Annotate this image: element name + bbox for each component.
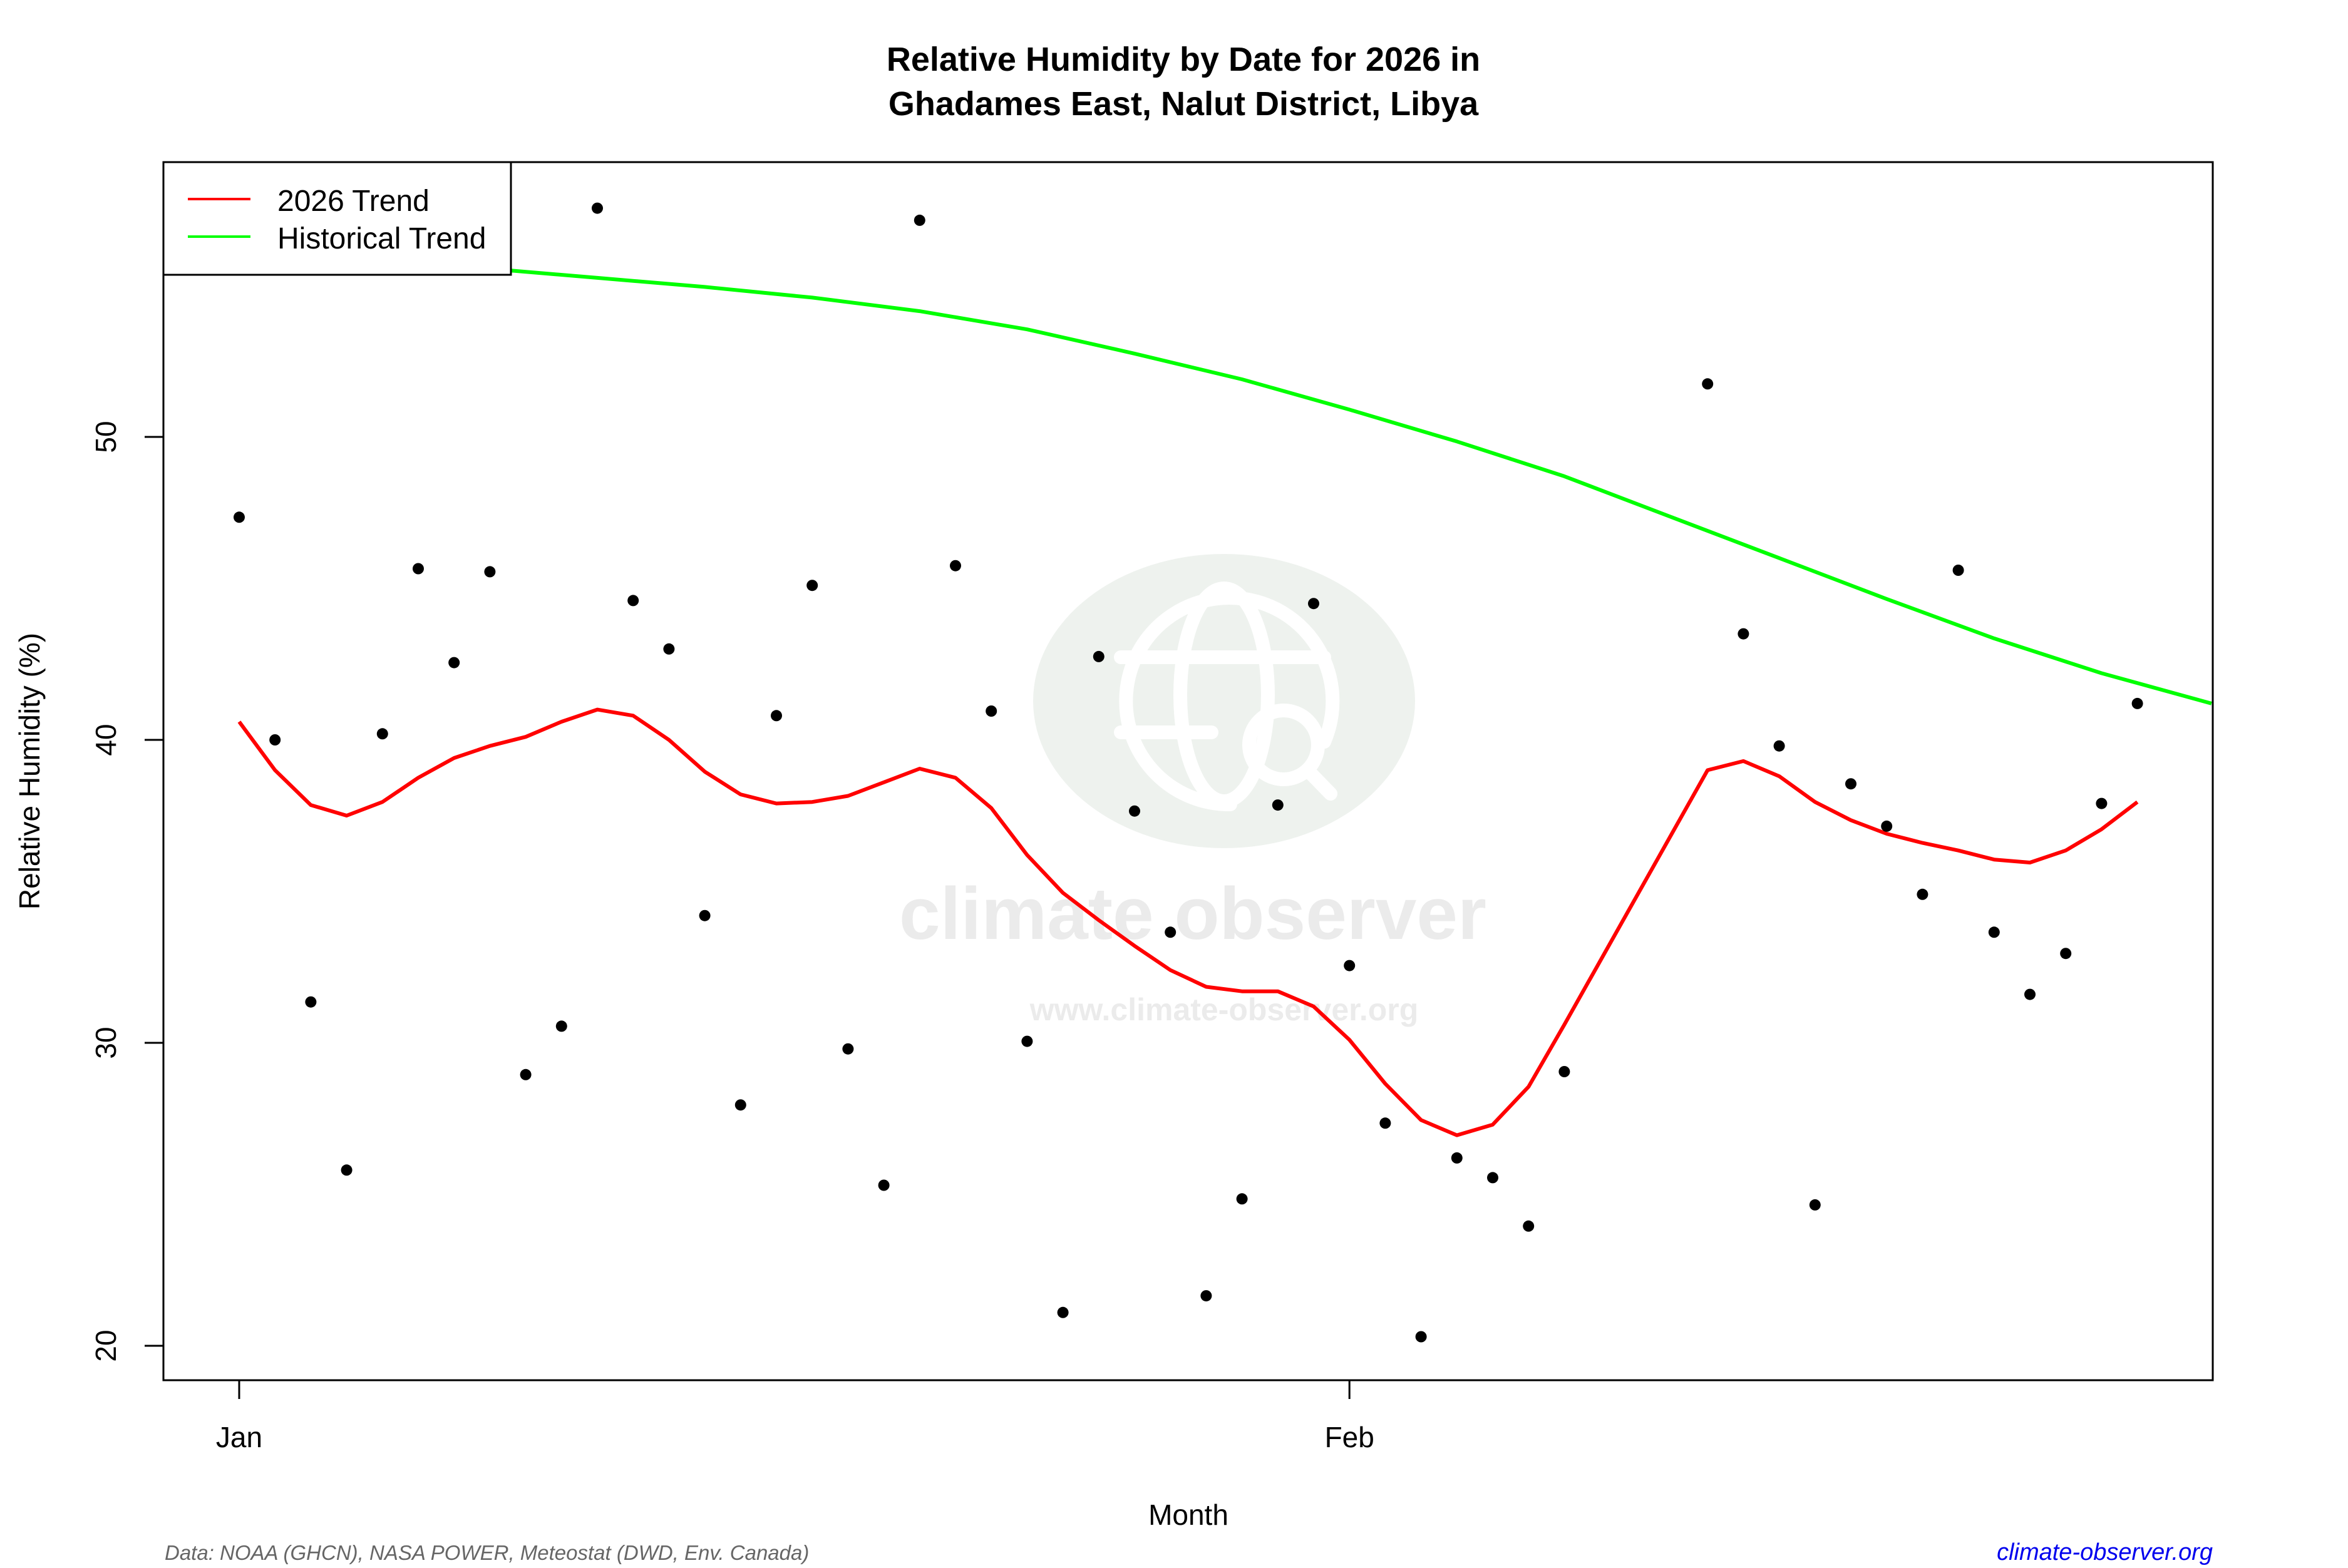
x-tick-label: Jan (216, 1421, 262, 1453)
legend-label-historical: Historical Trend (277, 222, 486, 255)
legend: 2026 Trend Historical Trend (162, 161, 512, 276)
globe-search-icon (1114, 582, 1340, 812)
data-point (376, 728, 388, 740)
data-point (1093, 650, 1104, 662)
data-point (341, 1164, 353, 1176)
data-point (520, 1068, 532, 1080)
data-point (1379, 1117, 1391, 1129)
data-point (1021, 1035, 1033, 1047)
data-point (592, 202, 603, 214)
watermark-url: www.climate-observer.org (1029, 992, 1419, 1027)
footer-site-link[interactable]: climate-observer.org (1997, 1539, 2213, 1565)
data-point (1523, 1220, 1535, 1232)
data-point (1988, 926, 2000, 938)
data-point (2024, 988, 2036, 1000)
data-point (1129, 805, 1140, 817)
data-point (1451, 1152, 1463, 1164)
data-point (2096, 797, 2108, 809)
data-point (1917, 888, 1928, 900)
data-point (1344, 960, 1356, 971)
footer-source: Data: NOAA (GHCN), NASA POWER, Meteostat… (165, 1541, 809, 1564)
data-point (1200, 1290, 1212, 1302)
x-tick-label: Feb (1325, 1421, 1374, 1453)
data-point (1952, 565, 1964, 576)
legend-label-2026: 2026 Trend (277, 185, 430, 218)
y-tick-label: 50 (90, 421, 122, 453)
y-axis: 20 30 40 50 (90, 421, 165, 1362)
data-point (1165, 926, 1177, 938)
data-point (1845, 778, 1856, 790)
trend-2026-path (237, 707, 2139, 1137)
data-point (806, 580, 818, 592)
data-point (448, 657, 460, 669)
data-point (950, 560, 961, 571)
data-point (1809, 1199, 1821, 1211)
data-point (663, 643, 675, 655)
data-point (1881, 820, 1893, 832)
chart-title-line-2: Ghadames East, Nalut District, Libya (888, 85, 1479, 123)
data-point (1558, 1066, 1570, 1077)
data-point (878, 1179, 890, 1191)
data-point (413, 563, 424, 575)
observation-points (234, 202, 2143, 1343)
x-axis: Jan Feb (216, 1379, 1374, 1453)
y-tick-label: 40 (90, 724, 122, 756)
data-point (234, 511, 245, 523)
watermark: climate observer www.climate-observer.or… (899, 554, 1486, 1027)
legend-box (162, 161, 512, 276)
data-point (699, 910, 711, 921)
data-point (1487, 1172, 1498, 1184)
data-point (627, 595, 639, 607)
data-point (1272, 799, 1284, 811)
y-tick-label: 20 (90, 1330, 122, 1361)
data-point (2131, 697, 2143, 709)
data-point (1057, 1306, 1069, 1318)
watermark-brand: climate observer (899, 873, 1486, 955)
data-point (1308, 598, 1319, 610)
data-point (1415, 1331, 1427, 1343)
data-point (1738, 628, 1749, 640)
data-point (1702, 378, 1714, 390)
data-point (986, 705, 997, 717)
chart-title-line-1: Relative Humidity by Date for 2026 in (887, 41, 1480, 78)
data-point (771, 710, 782, 722)
y-tick-label: 30 (90, 1027, 122, 1058)
y-axis-label: Relative Humidity (%) (13, 633, 46, 910)
data-point (914, 214, 925, 226)
trend-2026-line (237, 707, 2139, 1137)
data-point (484, 566, 496, 578)
data-point (305, 996, 317, 1008)
x-axis-label: Month (1148, 1499, 1228, 1531)
data-point (1236, 1193, 1248, 1205)
data-point (734, 1099, 746, 1111)
data-point (2060, 948, 2072, 960)
data-point (1773, 740, 1785, 752)
data-point (269, 734, 281, 746)
data-point (842, 1043, 854, 1055)
data-point (555, 1020, 567, 1032)
